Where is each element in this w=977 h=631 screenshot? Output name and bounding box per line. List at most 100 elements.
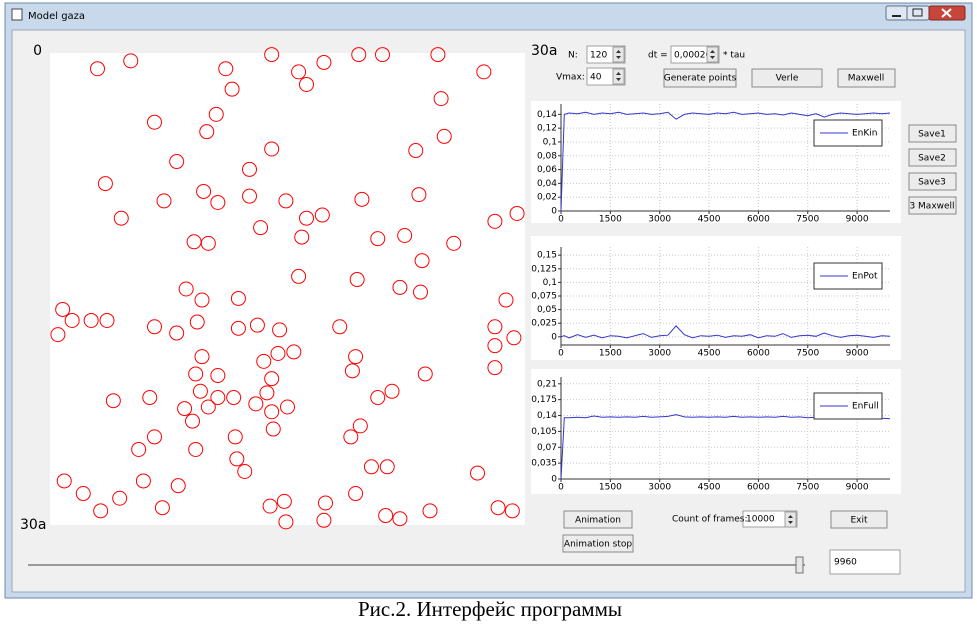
y-tick-label: 0,075: [531, 292, 557, 302]
spin-button: [706, 46, 719, 63]
minimize-button[interactable]: [885, 5, 909, 21]
y-tick-label: 0,14: [537, 110, 557, 120]
particle: [375, 47, 390, 63]
y-tick-label: 0,06: [537, 165, 557, 175]
slider-handle[interactable]: [795, 556, 804, 574]
spin-button: [612, 68, 625, 85]
particle: [156, 193, 172, 209]
chart-panel: [531, 236, 901, 360]
particle: [210, 390, 226, 406]
particle: [262, 498, 278, 514]
particle: [230, 290, 246, 306]
particle: [413, 284, 428, 300]
x-tick-label: 3000: [648, 215, 671, 225]
button-label[interactable]: Animation: [575, 516, 621, 526]
spin-arrows: [612, 46, 797, 528]
particle: [316, 54, 332, 70]
particle: [230, 320, 246, 336]
particle: [348, 349, 364, 365]
x-tick-label: 4500: [698, 215, 721, 225]
y-tick-label: 0,04: [537, 179, 557, 189]
y-tick-label: 0,02: [537, 193, 557, 203]
particle: [294, 229, 310, 245]
y-tick-label: 0,175: [531, 395, 557, 405]
particle: [227, 429, 243, 445]
particle: [199, 124, 215, 140]
button[interactable]: [562, 534, 634, 553]
button[interactable]: [830, 510, 888, 529]
button[interactable]: [751, 68, 823, 88]
spinbox-value: 40: [590, 73, 602, 83]
button-label[interactable]: Save1: [918, 130, 946, 140]
x-tick-label: 3000: [648, 483, 671, 493]
button-label[interactable]: Save2: [918, 154, 946, 164]
button-label[interactable]: Verle: [776, 74, 799, 84]
text-box[interactable]: [829, 549, 901, 575]
particle: [75, 486, 91, 502]
particle: [194, 349, 210, 365]
button[interactable]: [908, 124, 957, 143]
x-tick-label: 3000: [648, 349, 671, 359]
y-tick-label: 0,07: [537, 443, 557, 453]
icon: [788, 515, 793, 524]
particle: [83, 312, 99, 328]
particle: [249, 317, 265, 333]
legend-label: EnPot: [852, 272, 878, 282]
button[interactable]: [837, 68, 896, 88]
particle: [56, 473, 72, 489]
particle: [113, 210, 129, 226]
particle-field: [50, 53, 525, 525]
particle: [430, 47, 446, 63]
legend-label: EnKin: [852, 129, 878, 139]
particle: [248, 396, 264, 412]
button[interactable]: [663, 68, 737, 88]
y-tick-label: 0,12: [537, 124, 557, 134]
particle: [392, 511, 408, 527]
particle: [422, 503, 438, 519]
particle: [299, 210, 314, 226]
button-label[interactable]: Generate points: [664, 74, 737, 84]
x-tick-label: 4500: [698, 349, 721, 359]
spinbox[interactable]: [742, 510, 798, 528]
particle: [189, 314, 205, 330]
particle: [291, 268, 307, 284]
line-series: [560, 111, 891, 212]
particle: [470, 465, 485, 481]
maximize-button[interactable]: [906, 5, 930, 21]
button[interactable]: [908, 172, 957, 191]
particle: [224, 81, 240, 97]
particle: [316, 512, 332, 528]
particle: [55, 301, 71, 317]
button[interactable]: [908, 196, 957, 215]
figure-caption: Рис.2. Интерфейс программы: [358, 597, 622, 621]
particle: [348, 486, 364, 502]
y-tick-label: 0: [551, 207, 557, 217]
particle: [265, 421, 281, 437]
button-label[interactable]: Maxwell: [848, 74, 885, 84]
particle: [392, 279, 408, 295]
y-tick-label: 0,1: [543, 137, 557, 147]
button-label[interactable]: Exit: [850, 516, 868, 526]
spinbox-value: 10000: [746, 515, 775, 525]
particle: [446, 235, 462, 251]
particle: [169, 154, 185, 170]
x-tick-label: 1500: [599, 349, 622, 359]
particle: [264, 371, 280, 387]
button-label[interactable]: Animation stop: [564, 540, 632, 550]
y-tick-label: 0,1: [543, 278, 557, 288]
button[interactable]: [908, 148, 957, 167]
chart-panel: [531, 101, 901, 223]
button[interactable]: [563, 510, 633, 529]
particle: [349, 272, 365, 288]
x-tick-label: 1500: [599, 215, 622, 225]
x-tick-label: 6000: [747, 349, 770, 359]
icon: [616, 72, 621, 81]
spinbox-value: 120: [590, 51, 607, 61]
particle: [363, 459, 379, 475]
particle: [135, 473, 151, 489]
button-label[interactable]: Save3: [918, 178, 946, 188]
particle: [351, 47, 367, 63]
particle: [253, 220, 269, 236]
button-label[interactable]: 3 Maxwell: [909, 202, 954, 212]
